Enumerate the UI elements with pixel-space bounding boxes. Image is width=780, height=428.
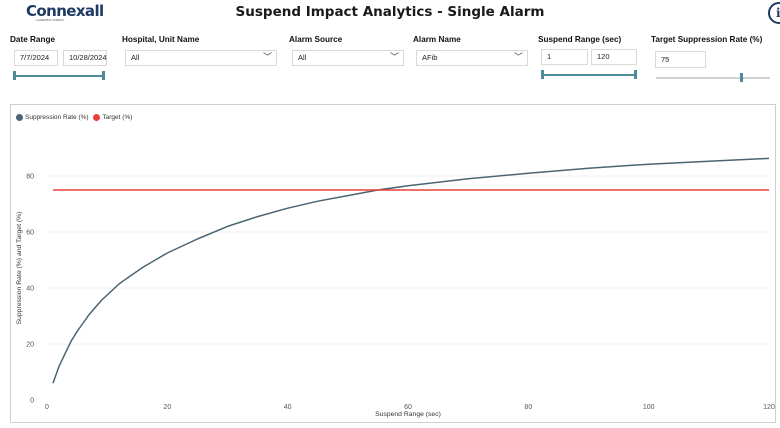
x-tick-label: 40 bbox=[284, 404, 292, 411]
hospital-unit-label: Hospital, Unit Name bbox=[122, 35, 200, 44]
date-end-input[interactable]: 10/28/2024 bbox=[63, 50, 107, 66]
target-suppression-slider-handle[interactable] bbox=[739, 73, 743, 82]
x-tick-label: 60 bbox=[404, 404, 412, 411]
x-tick-label: 100 bbox=[643, 404, 655, 411]
date-range-start-handle[interactable] bbox=[13, 71, 16, 80]
target-suppression-label: Target Suppression Rate (%) bbox=[651, 35, 763, 44]
alarm-source-dropdown[interactable]: All ﹀ bbox=[292, 50, 404, 66]
legend-marker-target bbox=[93, 114, 101, 121]
connexall-logo: Connexall A GREATBAY COMPANY bbox=[26, 2, 104, 22]
alarm-source-label: Alarm Source bbox=[289, 35, 343, 44]
y-tick-label: 0 bbox=[30, 398, 34, 405]
logo-subtext: A GREATBAY COMPANY bbox=[36, 19, 65, 22]
legend-label-suppression: Suppression Rate (%) bbox=[25, 114, 89, 121]
hospital-unit-dropdown[interactable]: All ﹀ bbox=[125, 50, 277, 66]
logo-text: Connexall bbox=[26, 2, 104, 20]
legend-marker-suppression bbox=[16, 114, 23, 121]
suspend-range-min-handle[interactable] bbox=[541, 70, 544, 79]
hospital-unit-value: All bbox=[131, 53, 140, 62]
date-range-end-handle[interactable] bbox=[102, 71, 105, 80]
suspend-range-max-handle[interactable] bbox=[634, 70, 637, 79]
chevron-down-icon: ﹀ bbox=[513, 52, 523, 62]
page-title: Suspend Impact Analytics - Single Alarm bbox=[235, 4, 545, 20]
y-tick-label: 60 bbox=[26, 230, 34, 237]
x-tick-label: 120 bbox=[763, 404, 775, 411]
chevron-down-icon: ﹀ bbox=[389, 52, 399, 62]
alarm-name-value: AFib bbox=[422, 53, 438, 62]
y-tick-label: 80 bbox=[26, 174, 34, 181]
alarm-source-value: All bbox=[298, 53, 307, 62]
x-axis-title: Suspend Range (sec) bbox=[375, 411, 441, 418]
suspend-range-max-input[interactable]: 120 bbox=[591, 49, 637, 65]
x-tick-label: 20 bbox=[163, 404, 171, 411]
alarm-name-dropdown[interactable]: AFib ﹀ bbox=[416, 50, 528, 66]
target-suppression-input[interactable]: 75 bbox=[655, 51, 706, 68]
x-tick-label: 80 bbox=[524, 404, 532, 411]
chart-legend: Suppression Rate (%) Target (%) bbox=[16, 114, 132, 121]
info-icon[interactable]: i bbox=[768, 2, 780, 24]
y-tick-label: 20 bbox=[26, 342, 34, 349]
chevron-down-icon: ﹀ bbox=[262, 52, 272, 62]
suppression-rate-line bbox=[52, 157, 770, 384]
suspend-range-min-input[interactable]: 1 bbox=[541, 49, 588, 65]
legend-label-target: Target (%) bbox=[102, 114, 133, 121]
date-start-input[interactable]: 7/7/2024 bbox=[14, 50, 58, 66]
y-tick-label: 40 bbox=[26, 286, 34, 293]
y-axis-title: Suppression Rate (%) and Target (%) bbox=[16, 212, 23, 325]
target-suppression-slider-track[interactable] bbox=[656, 77, 770, 79]
suspend-range-label: Suspend Range (sec) bbox=[538, 35, 622, 44]
x-tick-label: 0 bbox=[45, 404, 49, 411]
alarm-name-label: Alarm Name bbox=[413, 35, 461, 44]
chart-panel bbox=[10, 104, 776, 423]
date-range-slider-track[interactable] bbox=[14, 75, 104, 77]
date-range-label: Date Range bbox=[10, 35, 56, 44]
suspend-range-slider-track[interactable] bbox=[542, 74, 636, 76]
